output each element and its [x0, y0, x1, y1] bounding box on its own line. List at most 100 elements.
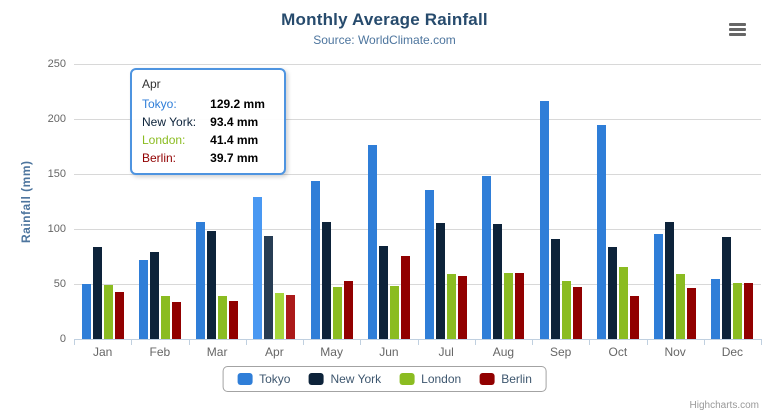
export-menu-button[interactable]: [729, 19, 753, 39]
tooltip-series-value: 93.4 mm: [210, 115, 259, 129]
chart-subtitle: Source: WorldClimate.com: [313, 33, 456, 47]
column-berlin[interactable]: [400, 256, 410, 339]
y-axis-label: 200: [47, 113, 66, 125]
column-new-york[interactable]: [321, 222, 331, 339]
x-axis-label: May: [320, 345, 343, 359]
column-tokyo[interactable]: [654, 234, 664, 339]
tooltip-series-value: 39.7 mm: [210, 151, 259, 165]
column-new-york[interactable]: [665, 222, 675, 339]
tooltip-series-label: Tokyo:: [142, 97, 177, 111]
y-axis-label: 100: [47, 223, 66, 235]
tooltip-row: New York: 93.4 mm: [142, 113, 274, 131]
x-axis-label: Mar: [206, 345, 228, 359]
hamburger-icon: [729, 22, 746, 26]
x-axis-tick: [74, 339, 75, 345]
column-london[interactable]: [103, 285, 113, 339]
column-new-york[interactable]: [378, 246, 388, 339]
column-berlin[interactable]: [515, 273, 525, 339]
legend-item-label: New York: [330, 372, 382, 386]
column-tokyo[interactable]: [81, 284, 91, 339]
column-london[interactable]: [275, 293, 285, 339]
column-london[interactable]: [218, 296, 228, 339]
column-tokyo[interactable]: [310, 181, 320, 339]
column-tokyo[interactable]: [253, 197, 263, 339]
column-tokyo[interactable]: [711, 279, 721, 339]
column-london[interactable]: [733, 283, 743, 339]
tooltip-series-value: 41.4 mm: [210, 133, 259, 147]
tooltip-series-label: New York:: [142, 115, 197, 129]
legend: Tokyo New York London Berlin: [222, 366, 547, 392]
x-axis-tick: [188, 339, 190, 345]
column-london[interactable]: [561, 281, 571, 339]
column-london[interactable]: [389, 286, 399, 339]
legend-item-berlin[interactable]: Berlin: [479, 372, 532, 386]
legend-item-new-york[interactable]: New York: [308, 372, 381, 386]
x-axis-label: Feb: [149, 345, 171, 359]
column-berlin[interactable]: [171, 302, 181, 339]
legend-item-tokyo[interactable]: Tokyo: [237, 372, 290, 386]
x-axis-tick: [360, 339, 362, 345]
tooltip-row: London: 41.4 mm: [142, 131, 274, 149]
column-tokyo[interactable]: [539, 101, 549, 339]
column-london[interactable]: [618, 267, 628, 339]
column-london[interactable]: [160, 296, 170, 339]
chart-title: Monthly Average Rainfall: [281, 10, 488, 29]
legend-item-label: London: [421, 372, 462, 386]
x-axis-tick: [245, 339, 247, 345]
column-berlin[interactable]: [229, 301, 239, 339]
column-new-york[interactable]: [149, 252, 159, 339]
x-axis-tick: [303, 339, 304, 345]
column-tokyo[interactable]: [138, 260, 148, 339]
y-axis-label: 150: [47, 168, 66, 180]
column-berlin[interactable]: [458, 276, 468, 339]
column-berlin[interactable]: [114, 292, 124, 339]
column-tokyo[interactable]: [596, 125, 606, 339]
column-london[interactable]: [332, 287, 342, 339]
column-new-york[interactable]: [722, 237, 732, 339]
column-new-york[interactable]: [607, 247, 617, 339]
tooltip-series-label: London:: [142, 133, 186, 147]
x-axis-label: Dec: [721, 345, 744, 359]
column-tokyo[interactable]: [196, 222, 206, 339]
grid-line: [74, 119, 761, 120]
column-new-york[interactable]: [436, 223, 446, 339]
column-new-york[interactable]: [264, 236, 274, 339]
column-tokyo[interactable]: [425, 190, 435, 339]
legend-item-label: Tokyo: [259, 372, 291, 386]
column-berlin[interactable]: [629, 296, 639, 339]
legend-item-london[interactable]: London: [399, 372, 461, 386]
column-new-york[interactable]: [550, 239, 560, 339]
x-axis-label: Jan: [92, 345, 113, 359]
column-london[interactable]: [447, 274, 457, 339]
tooltip-series-value: 129.2 mm: [210, 97, 265, 111]
x-axis-label: Apr: [265, 345, 284, 359]
column-tokyo[interactable]: [367, 145, 377, 339]
column-new-york[interactable]: [207, 231, 217, 339]
x-axis-tick: [589, 339, 591, 345]
column-berlin[interactable]: [286, 295, 296, 339]
legend-item-label: Berlin: [501, 372, 532, 386]
x-axis-label: Aug: [492, 345, 515, 359]
x-axis-tick: [417, 339, 419, 345]
column-berlin[interactable]: [572, 287, 582, 339]
column-london[interactable]: [676, 274, 686, 339]
grid-line: [74, 64, 761, 65]
column-berlin[interactable]: [343, 281, 353, 339]
grid-line: [74, 284, 761, 285]
x-axis-label: Jun: [379, 345, 399, 359]
legend-symbol-icon: [308, 373, 324, 385]
column-new-york[interactable]: [493, 224, 503, 339]
x-axis-label: Sep: [549, 345, 572, 359]
plot-area: [74, 64, 761, 340]
x-axis-label: Jul: [438, 345, 454, 359]
credits-link[interactable]: Highcharts.com: [689, 400, 759, 411]
column-berlin[interactable]: [687, 288, 697, 339]
column-tokyo[interactable]: [482, 176, 492, 339]
x-axis-tick: [703, 339, 705, 345]
column-new-york[interactable]: [92, 247, 102, 339]
x-axis-label: Nov: [664, 345, 686, 359]
legend-symbol-icon: [479, 373, 495, 385]
tooltip-table: Tokyo: 129.2 mm New York: 93.4 mm London: 41.…: [142, 95, 274, 167]
column-berlin[interactable]: [744, 283, 754, 339]
column-london[interactable]: [504, 273, 514, 339]
